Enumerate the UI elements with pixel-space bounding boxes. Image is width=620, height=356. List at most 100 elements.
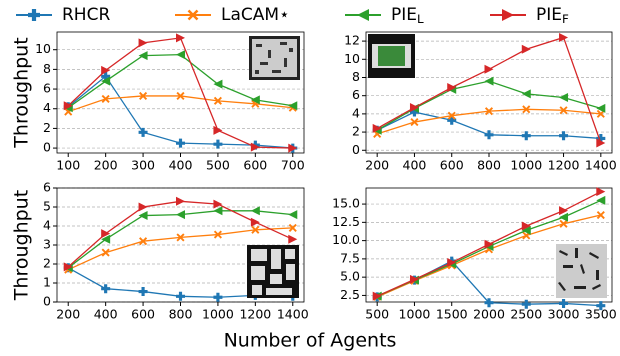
y-axis-label: Throughput — [11, 37, 33, 148]
data-point — [288, 210, 297, 219]
data-point — [176, 33, 185, 42]
page: RHCR LaCAM⋆ PIEL PIEF Number of Agents 0 2 4 6… — [0, 0, 620, 356]
y-tick-label: 2 — [43, 256, 51, 271]
y-tick-label: 8 — [43, 61, 51, 76]
y-axis-label: Throughput — [11, 190, 33, 301]
data-point — [213, 293, 222, 302]
x-tick-label: 100 — [56, 158, 80, 173]
x-tick-label: 1000 — [510, 158, 542, 173]
panels: 0246810100200300400500600700Throughput02… — [11, 32, 617, 322]
x-tick-label: 1500 — [436, 307, 468, 322]
data-point — [101, 284, 110, 293]
x-tick-label: 1000 — [202, 307, 234, 322]
x-tick-label: 3000 — [548, 307, 580, 322]
y-tick-label: 15.0 — [332, 196, 360, 211]
data-point — [485, 130, 494, 139]
x-tick-label: 300 — [131, 158, 155, 173]
y-tick-label: 7.5 — [340, 250, 360, 265]
y-tick-label: 0 — [43, 140, 51, 155]
x-tick-label: 200 — [94, 158, 118, 173]
x-tick-label: 1200 — [548, 158, 580, 173]
y-tick-label: 6 — [352, 87, 360, 102]
data-point — [559, 33, 568, 42]
data-point — [102, 249, 110, 257]
y-tick-label: 5 — [43, 199, 51, 214]
x-tick-label: 500 — [365, 307, 389, 322]
legend: RHCR LaCAM⋆ PIEL PIEF — [16, 5, 569, 26]
x-tick-label: 800 — [169, 307, 193, 322]
x-tick-label: 2500 — [510, 307, 542, 322]
map-thumbnail — [556, 244, 607, 298]
x-tick-label: 600 — [243, 158, 267, 173]
y-tick-label: 1 — [43, 275, 51, 290]
y-tick-label: 4 — [43, 218, 51, 233]
data-point — [251, 218, 260, 227]
y-tick-label: 8 — [352, 69, 360, 84]
data-point — [139, 51, 148, 60]
map-thumbnail — [368, 34, 415, 78]
y-tick-label: 4 — [43, 100, 51, 115]
legend-marker — [357, 9, 369, 21]
data-point — [176, 139, 185, 148]
data-point — [251, 206, 260, 215]
data-point — [522, 45, 531, 54]
data-point — [176, 197, 185, 206]
y-tick-label: 2 — [352, 124, 360, 139]
data-point — [447, 116, 456, 125]
legend-label: PIEF — [536, 5, 569, 26]
figure: RHCR LaCAM⋆ PIEL PIEF Number of Agents 0 2 4 6… — [0, 0, 620, 356]
legend-label: RHCR — [62, 5, 110, 25]
data-point — [176, 50, 185, 59]
x-tick-label: 800 — [477, 158, 501, 173]
y-tick-label: 10.0 — [332, 232, 360, 247]
data-point — [288, 235, 297, 244]
data-point — [139, 38, 148, 47]
y-tick-label: 0 — [43, 294, 51, 309]
x-tick-label: 1400 — [277, 307, 309, 322]
data-point — [522, 131, 531, 140]
y-tick-label: 2 — [43, 120, 51, 135]
data-point — [596, 196, 605, 205]
y-tick-label: 3 — [43, 237, 51, 252]
map-thumbnail — [247, 245, 299, 298]
data-point — [139, 128, 148, 137]
x-axis-label: Number of Agents — [224, 330, 397, 352]
data-point — [139, 287, 148, 296]
data-point — [596, 187, 605, 196]
data-point — [139, 203, 148, 212]
y-tick-label: 12.5 — [332, 214, 360, 229]
x-tick-label: 1400 — [585, 158, 617, 173]
data-point — [485, 77, 494, 86]
y-tick-label: 2.5 — [340, 287, 360, 302]
legend-label: PIEL — [391, 5, 424, 26]
map-thumbnail — [249, 36, 300, 80]
x-tick-label: 2000 — [473, 307, 505, 322]
data-point — [176, 292, 185, 301]
y-tick-label: 10 — [344, 51, 360, 66]
y-tick-label: 10 — [35, 41, 51, 56]
legend-marker — [502, 9, 514, 21]
data-point — [559, 93, 568, 102]
x-tick-label: 500 — [206, 158, 230, 173]
x-tick-label: 400 — [403, 158, 427, 173]
data-point — [559, 131, 568, 140]
x-tick-label: 400 — [169, 158, 193, 173]
data-point — [213, 126, 222, 135]
legend-label: LaCAM⋆ — [221, 5, 290, 25]
x-tick-label: 1000 — [399, 307, 431, 322]
y-tick-label: 0 — [352, 142, 360, 157]
x-tick-label: 200 — [56, 307, 80, 322]
data-point — [213, 140, 222, 149]
y-tick-label: 4 — [352, 105, 360, 120]
x-tick-label: 600 — [440, 158, 464, 173]
x-tick-label: 400 — [94, 307, 118, 322]
series-line — [68, 76, 293, 148]
x-tick-label: 1200 — [239, 307, 271, 322]
data-point — [176, 210, 185, 219]
y-tick-label: 12 — [344, 33, 360, 48]
data-point — [522, 89, 531, 98]
x-tick-label: 700 — [281, 158, 305, 173]
y-tick-label: 5.0 — [340, 269, 360, 284]
y-tick-label: 6 — [43, 81, 51, 96]
y-tick-label: 6 — [43, 180, 51, 195]
